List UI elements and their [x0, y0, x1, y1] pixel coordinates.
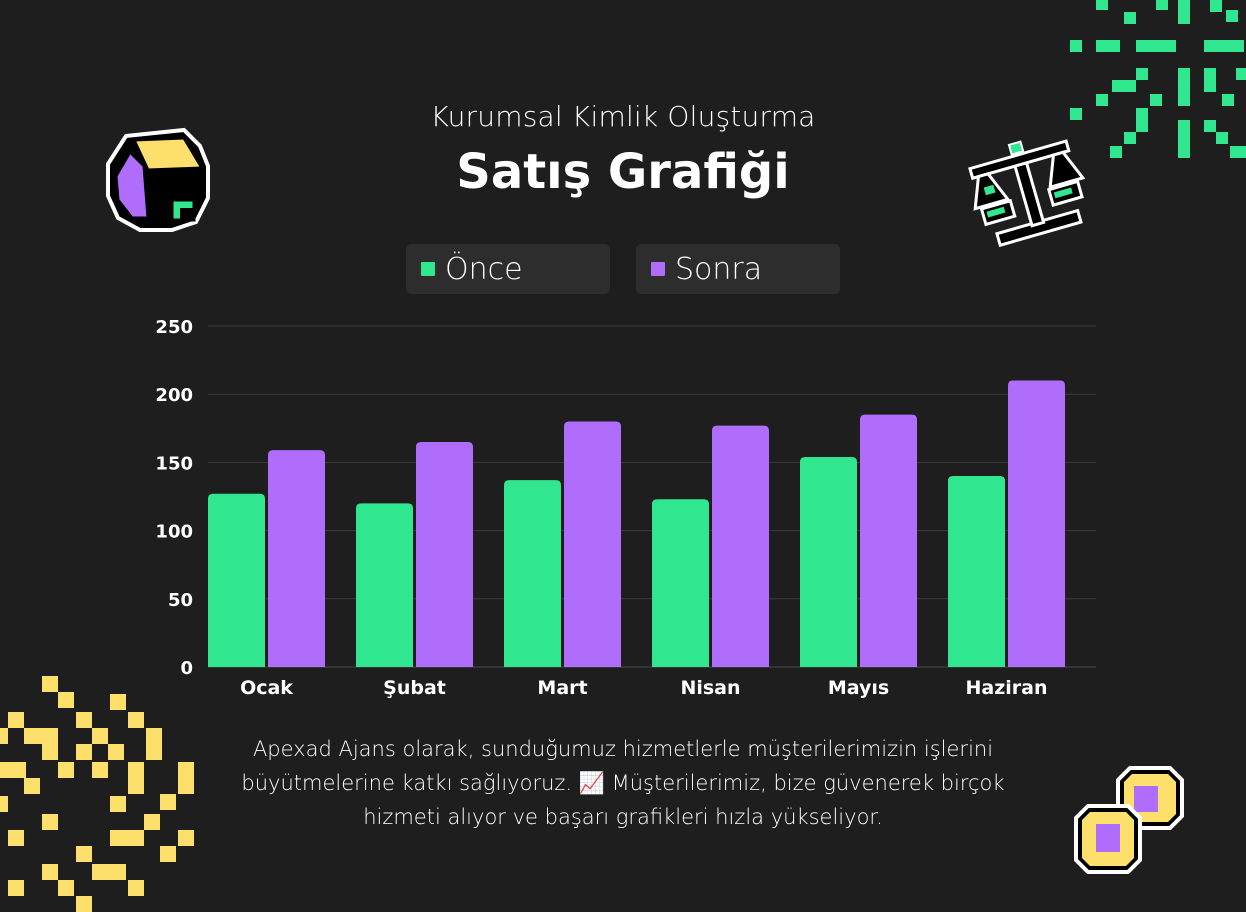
y-tick-label: 250	[155, 317, 193, 338]
yellow-pixel-pattern	[0, 676, 194, 912]
x-tick-label: Mayıs	[828, 677, 889, 699]
legend-label-sonra: Sonra	[675, 251, 763, 287]
x-tick-label: Şubat	[383, 677, 446, 699]
legend-swatch-sonra	[651, 262, 665, 276]
y-tick-label: 100	[155, 522, 193, 543]
bar-once	[652, 499, 709, 667]
green-pixel-pattern	[1070, 0, 1246, 158]
bar-sonra	[564, 421, 621, 667]
page-subtitle: Kurumsal Kimlik Oluşturma	[430, 100, 816, 133]
bar-sonra	[268, 450, 325, 667]
legend-label-once: Önce	[445, 251, 523, 287]
bar-once	[208, 493, 265, 667]
y-tick-label: 50	[168, 590, 193, 611]
balance-scale-icon	[968, 139, 1086, 248]
x-tick-label: Mart	[537, 677, 587, 699]
bar-once	[948, 476, 1005, 667]
bar-sonra	[1008, 380, 1065, 667]
pie-chart-icon	[106, 127, 210, 232]
bar-sonra	[712, 425, 769, 667]
x-tick-label: Haziran	[965, 677, 1047, 699]
x-tick-label: Ocak	[240, 677, 293, 699]
page-title: Satış Grafiği	[456, 144, 790, 200]
y-tick-label: 0	[180, 658, 193, 679]
y-axis-ticks: 0 50 100 150 200 250	[155, 317, 193, 679]
bar-once	[800, 456, 857, 667]
x-tick-label: Nisan	[680, 677, 740, 699]
bar-sonra	[860, 414, 917, 667]
bar-once	[356, 503, 413, 667]
bar-sonra	[416, 441, 473, 667]
legend-item-once: Önce	[406, 244, 610, 294]
x-axis-ticks: Ocak Şubat Mart Nisan Mayıs Haziran	[240, 677, 1047, 699]
y-tick-label: 200	[155, 385, 193, 406]
bars	[208, 380, 1065, 667]
bar-once	[504, 480, 561, 667]
y-tick-label: 150	[155, 453, 193, 474]
legend-item-sonra: Sonra	[636, 244, 840, 294]
footer-text: Apexad Ajans olarak, sunduğumuz hizmetle…	[241, 737, 1005, 829]
legend-swatch-once	[421, 262, 435, 276]
coins-icon	[1074, 766, 1184, 874]
